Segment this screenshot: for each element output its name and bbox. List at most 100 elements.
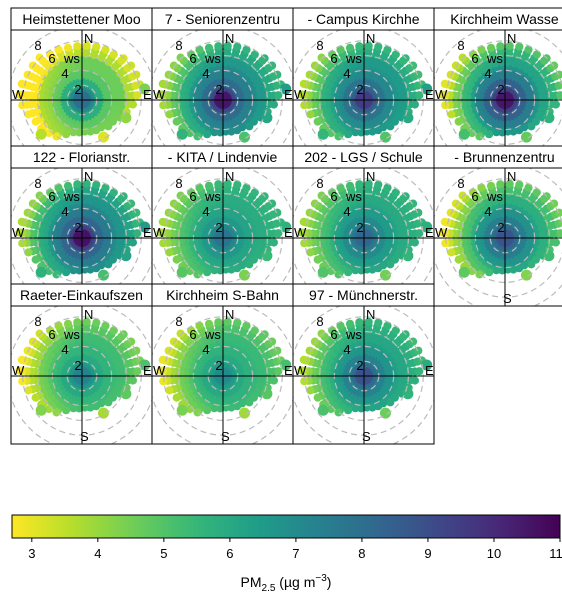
colorbar-tick-label: 7 xyxy=(292,546,299,561)
compass-n: N xyxy=(84,169,93,184)
polar-surface xyxy=(156,179,292,281)
ws-tick-label: 4 xyxy=(61,204,68,219)
colorbar-tick-label: 8 xyxy=(358,546,365,561)
panel-title: Heimstettener Moo xyxy=(22,11,140,27)
compass-w: W xyxy=(153,363,166,378)
polar-surface xyxy=(156,41,292,143)
compass-e: E xyxy=(425,363,434,378)
ws-tick-label: 8 xyxy=(175,176,182,191)
compass-n: N xyxy=(84,307,93,322)
ws-tick-label: 6 xyxy=(330,189,337,204)
compass-e: E xyxy=(143,225,152,240)
surface-blob xyxy=(120,250,132,262)
compass-s: S xyxy=(80,429,89,444)
surface-blob xyxy=(261,250,273,262)
surface-blob xyxy=(261,388,273,400)
ws-axis-label: ws xyxy=(204,51,221,66)
compass-s: S xyxy=(221,429,230,444)
surface-blob xyxy=(35,266,47,278)
panel-title: - KITA / Lindenvie xyxy=(168,149,278,165)
surface-blob xyxy=(261,112,273,124)
ws-tick-label: 4 xyxy=(343,342,350,357)
ws-tick-label: 8 xyxy=(457,38,464,53)
compass-n: N xyxy=(366,307,375,322)
surface-blob xyxy=(317,128,329,140)
surface-blob xyxy=(421,83,433,95)
ws-tick-label: 2 xyxy=(215,82,222,97)
surface-blob xyxy=(176,128,188,140)
compass-w: W xyxy=(153,87,166,102)
polar-panel: 2468wsNSWE202 - LGS / Schule xyxy=(292,145,435,307)
ws-tick-label: 4 xyxy=(61,66,68,81)
surface-blob xyxy=(35,128,47,140)
compass-e: E xyxy=(143,87,152,102)
compass-e: E xyxy=(284,87,293,102)
ws-axis-label: ws xyxy=(63,189,80,204)
compass-n: N xyxy=(507,169,516,184)
polar-surface xyxy=(15,179,151,281)
compass-n: N xyxy=(366,169,375,184)
panel-title: Raeter-Einkaufszen xyxy=(20,287,143,303)
colorbar-tick-label: 6 xyxy=(226,546,233,561)
panel-grid: 2468wsNSWEHeimstettener Moo2468wsNSWE7 -… xyxy=(10,7,562,445)
ws-tick-label: 2 xyxy=(215,220,222,235)
surface-blob xyxy=(35,404,47,416)
ws-tick-label: 4 xyxy=(202,66,209,81)
compass-w: W xyxy=(294,87,307,102)
compass-w: W xyxy=(12,225,25,240)
ws-axis-label: ws xyxy=(486,189,503,204)
compass-w: W xyxy=(435,225,448,240)
compass-n: N xyxy=(366,31,375,46)
colorbar-label-unit: (µg m xyxy=(275,574,315,590)
surface-blob xyxy=(139,359,151,371)
surface-blob xyxy=(317,404,329,416)
compass-w: W xyxy=(12,363,25,378)
polar-panel: 2468wsNSWE7 - Seniorenzentru xyxy=(151,7,294,169)
colorbar-tick-label: 3 xyxy=(28,546,35,561)
surface-blob xyxy=(176,404,188,416)
ws-tick-label: 4 xyxy=(343,204,350,219)
colorbar-label-main: PM xyxy=(241,574,262,590)
ws-tick-label: 2 xyxy=(497,220,504,235)
panel-title: 97 - Münchnerstr. xyxy=(309,287,418,303)
ws-tick-label: 4 xyxy=(343,66,350,81)
surface-blob xyxy=(543,112,555,124)
ws-tick-label: 8 xyxy=(457,176,464,191)
compass-w: W xyxy=(294,363,307,378)
panel-title: 202 - LGS / Schule xyxy=(304,149,423,165)
polar-surface xyxy=(15,317,151,419)
polar-surface xyxy=(297,41,433,143)
panel-title: 7 - Seniorenzentru xyxy=(165,11,280,27)
ws-tick-label: 2 xyxy=(497,82,504,97)
ws-tick-label: 2 xyxy=(356,220,363,235)
ws-axis-label: ws xyxy=(345,51,362,66)
polar-panel: 2468wsNSWE122 - Florianstr. xyxy=(10,145,153,307)
compass-e: E xyxy=(143,363,152,378)
ws-axis-label: ws xyxy=(63,51,80,66)
compass-s: S xyxy=(503,291,512,306)
surface-blob xyxy=(280,221,292,233)
ws-tick-label: 6 xyxy=(189,51,196,66)
surface-blob xyxy=(543,250,555,262)
ws-tick-label: 4 xyxy=(61,342,68,357)
compass-e: E xyxy=(425,225,434,240)
surface-blob xyxy=(421,221,433,233)
surface-blob xyxy=(280,83,292,95)
compass-e: E xyxy=(284,363,293,378)
ws-tick-label: 2 xyxy=(74,358,81,373)
ws-tick-label: 4 xyxy=(484,66,491,81)
compass-n: N xyxy=(225,307,234,322)
compass-n: N xyxy=(507,31,516,46)
compass-w: W xyxy=(294,225,307,240)
colorbar-ticks: 3 4 5 6 7 8 9 10 11 xyxy=(28,538,562,561)
compass-n: N xyxy=(84,31,93,46)
ws-tick-label: 4 xyxy=(202,342,209,357)
ws-axis-label: ws xyxy=(345,189,362,204)
compass-e: E xyxy=(425,87,434,102)
colorbar-tick-label: 9 xyxy=(424,546,431,561)
ws-tick-label: 8 xyxy=(316,314,323,329)
